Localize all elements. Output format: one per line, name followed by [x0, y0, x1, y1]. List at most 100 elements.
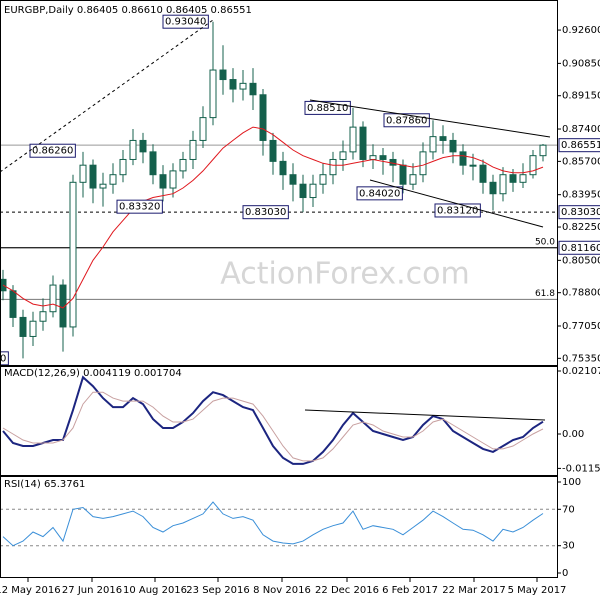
candle-body [299, 183, 307, 199]
candle-body [479, 164, 487, 183]
candle-body [449, 139, 457, 153]
candle-body [69, 181, 77, 328]
candle-body [189, 139, 197, 160]
candle-body [439, 136, 447, 141]
candle-body [119, 158, 127, 176]
trend-line [304, 409, 546, 421]
y-tick-label: 0.83950 [562, 190, 600, 201]
trend-line [309, 99, 551, 138]
price-annotation: 0.93040 [165, 17, 206, 28]
candle-body [399, 164, 407, 185]
x-tick-label: 22 Mar 2017 [442, 585, 505, 596]
plot-layer: 0.92600 0.90850 0.89150 0.87400 0.85700 0.839… [0, 14, 600, 596]
candle-body [149, 151, 157, 176]
candle-body [209, 69, 217, 119]
candle-body [129, 139, 137, 160]
candle-body [99, 183, 107, 189]
price-annotation-box [162, 14, 209, 29]
x-tick-label: 6 Feb 2017 [382, 585, 438, 596]
level-label-box [558, 240, 600, 255]
header-value: 0.001704 [134, 368, 182, 379]
candle-body [509, 174, 517, 183]
y-tick-label: 100 [562, 477, 581, 488]
price-annotation-box [0, 351, 9, 366]
candle-body [219, 69, 227, 81]
x-tick-label: 8 Nov 2016 [253, 585, 311, 596]
symbol: EURGBP,Daily [4, 5, 74, 16]
current-price-label-box [558, 138, 600, 153]
candle-body [329, 158, 337, 176]
candle-body [9, 290, 17, 318]
y-tick-label: 0.92600 [562, 25, 600, 36]
price-annotation: 0.88510 [307, 103, 348, 114]
y-tick-label: 0.87400 [562, 124, 600, 135]
price-header: EURGBP,Daily 0.86405 0.86610 0.86405 0.8… [4, 5, 252, 16]
x-tick-label: 10 Aug 2016 [123, 585, 187, 596]
price-annotation-box [356, 186, 403, 201]
y-tick-label: 0.77050 [562, 321, 600, 332]
candle-body [349, 126, 357, 153]
candle-body [419, 151, 427, 176]
candle-body [309, 183, 317, 199]
header-value: 0.004119 [83, 368, 131, 379]
candle-body [199, 117, 207, 141]
y-tick-label: 0.90850 [562, 58, 600, 69]
y-tick-label: 30 [562, 541, 575, 552]
price-annotation: 0.84020 [359, 188, 400, 199]
candle-body [409, 174, 417, 185]
candle-body [339, 151, 347, 160]
series-line [2, 501, 544, 547]
series-line [2, 391, 544, 462]
candle-body [429, 136, 437, 153]
candle-body [389, 158, 397, 166]
price-annotation-box [242, 205, 289, 220]
level-label-box [558, 205, 600, 220]
y-tick-label: 0.85700 [562, 156, 600, 167]
candle-body [459, 151, 467, 166]
candle-body [319, 174, 327, 185]
y-tick-label: 0.80500 [562, 255, 600, 266]
macd-panel [0, 366, 558, 476]
y-tick-label: 0 [562, 568, 568, 579]
level-label: 0.81160 [561, 243, 600, 254]
candle-body [529, 155, 537, 176]
y-tick-label: 0.75350 [562, 353, 600, 364]
candle-body [259, 94, 267, 141]
candle-body [289, 174, 297, 185]
candle-body [0, 278, 7, 292]
candle-body [489, 181, 497, 195]
y-tick-label: 0.78800 [562, 288, 600, 299]
price-annotation: 0.87860 [386, 115, 427, 126]
rsi-panel [0, 476, 558, 578]
y-tick-label: -0.011506 [562, 463, 600, 474]
x-tick-label: 27 Jun 2016 [62, 585, 122, 596]
price-annotation: 0.83030 [245, 207, 286, 218]
moving-average [2, 126, 544, 309]
candle-body [89, 164, 97, 189]
price-panel [0, 0, 558, 366]
level-label: 0.83030 [561, 207, 600, 218]
y-tick-label: 0.00 [562, 429, 584, 440]
y-tick-label: 0.021074 [562, 366, 600, 377]
macd-title: MACD(12,26,9) [4, 368, 80, 379]
header-value: 0.86405 [166, 5, 207, 16]
candle-body [79, 164, 87, 183]
candle-body [469, 164, 477, 167]
x-tick-label: 23 Sep 2016 [186, 585, 249, 596]
candle-body [249, 82, 257, 96]
current-price-label: 0.86551 [561, 140, 600, 151]
candle-body [539, 144, 547, 157]
candle-body [359, 126, 367, 160]
header-value: 0.86610 [121, 5, 162, 16]
candle-body [519, 174, 527, 183]
x-tick-label: 22 Dec 2016 [315, 585, 379, 596]
candle-body [369, 155, 377, 160]
candle-body [49, 284, 57, 313]
series-line [2, 375, 544, 465]
y-tick-label: 0.89150 [562, 91, 600, 102]
rsi-header: RSI(14) 65.3761 [4, 479, 85, 490]
header-value: 65.3761 [44, 479, 85, 490]
candle-body [139, 139, 147, 153]
